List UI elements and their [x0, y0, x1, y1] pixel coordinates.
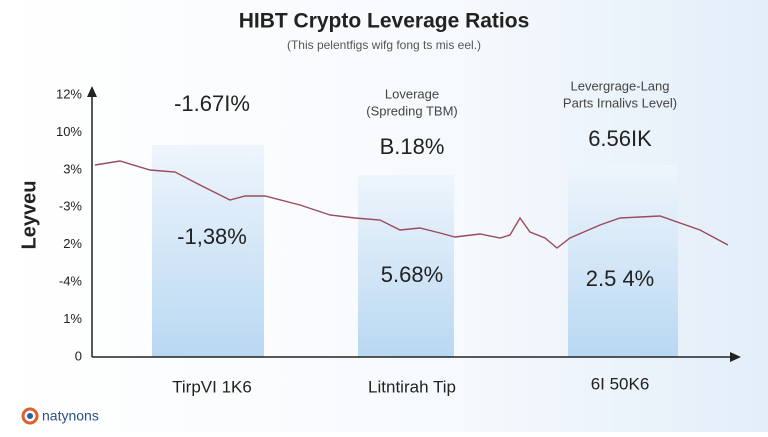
logo-icon [27, 413, 33, 419]
x-tick-label: TirpVI 1K6 [172, 377, 252, 396]
y-tick-label: 12% [56, 86, 82, 101]
title: HIBT Crypto Leverage Ratios [239, 10, 530, 33]
y-tick-label: 10% [56, 124, 82, 139]
bar [152, 145, 264, 357]
value-label: -1,38% [177, 224, 247, 249]
bar [568, 165, 678, 357]
value-label: -1.67I% [174, 91, 250, 116]
value-label: 6.56IK [588, 126, 652, 151]
y-tick-label: 0 [75, 348, 82, 363]
y-tick-label: -4% [59, 274, 83, 289]
logo-text: natynons [42, 408, 99, 424]
value-label: 5.68% [381, 262, 443, 287]
y-tick-label: -3% [59, 199, 83, 214]
y-axis-label: Leyveu [18, 181, 40, 250]
trend-line [94, 160, 729, 249]
x-arrow [730, 352, 741, 362]
subtitle: (This pelentfigs wifg fong ts mis eel.) [287, 38, 481, 52]
column-heading: Parts Irnalivs Level) [563, 95, 677, 110]
column-heading: Levergrage-Lang [570, 78, 669, 93]
x-tick-label: 6I 50K6 [591, 374, 650, 393]
y-tick-label: 3% [63, 161, 82, 176]
column-heading: Loverage [385, 86, 439, 101]
bar [358, 175, 454, 357]
y-tick-label: 1% [63, 311, 82, 326]
y-tick-label: 2% [63, 236, 82, 251]
value-label: 2.5 4% [586, 266, 655, 291]
x-tick-label: Litntirah Tip [368, 377, 456, 396]
value-label: B.18% [380, 134, 445, 159]
column-heading: (Spreding TBM) [366, 103, 458, 118]
y-arrow [87, 86, 97, 97]
logo-icon [21, 407, 39, 425]
